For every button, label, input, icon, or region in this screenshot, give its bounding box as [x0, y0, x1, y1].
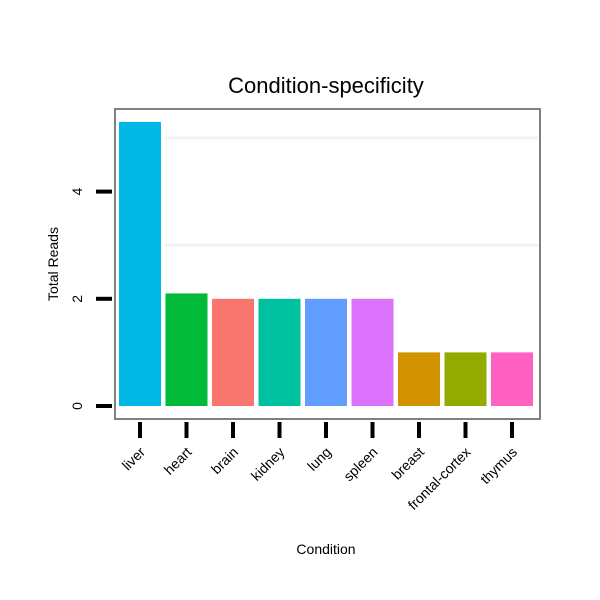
bar-frontal-cortex: [444, 352, 487, 406]
bar-liver: [119, 121, 161, 407]
bar-heart: [165, 293, 208, 406]
y-tick-label: 0: [69, 402, 85, 410]
bars: [119, 121, 533, 407]
bar-kidney: [258, 298, 301, 406]
bar-spleen: [351, 298, 394, 406]
x-tick-label: breast: [388, 444, 427, 483]
bar-brain: [212, 298, 254, 406]
chart-title: Condition-specificity: [228, 73, 424, 98]
y-axis: 0 2 4: [69, 187, 112, 410]
y-tick-label: 2: [69, 295, 85, 303]
x-tick-label: thymus: [477, 444, 520, 487]
y-tick-label: 4: [69, 187, 85, 195]
x-tick-label: kidney: [248, 444, 288, 484]
bar-thymus: [491, 352, 533, 406]
x-axis: liver heart brain kidney lung spleen breastfro…: [119, 422, 520, 513]
bar-breast: [398, 352, 440, 406]
x-tick-label: spleen: [340, 444, 380, 484]
bar-lung: [305, 298, 347, 406]
gridlines: [165, 136, 538, 247]
x-tick-label: heart: [161, 444, 195, 478]
x-tick-label: brain: [208, 444, 241, 477]
x-tick-label: liver: [119, 444, 149, 474]
x-axis-label: Condition: [296, 541, 355, 557]
plot-panel: [114, 108, 541, 420]
y-axis-label: Total Reads: [45, 227, 61, 301]
x-tick-label: lung: [304, 444, 334, 474]
